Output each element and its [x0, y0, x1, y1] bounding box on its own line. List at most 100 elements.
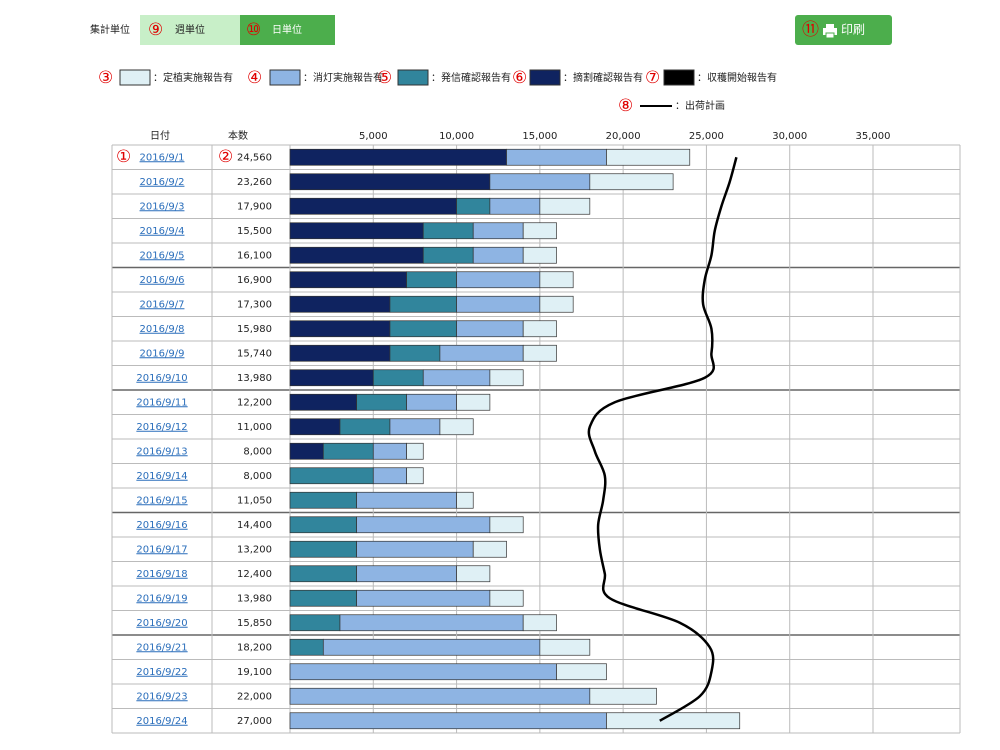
legend-label: ：収穫開始報告有 — [697, 71, 777, 84]
count: 22,000 — [237, 691, 272, 702]
date-link[interactable]: 2016/9/19 — [136, 593, 187, 604]
bar-segment — [456, 271, 541, 289]
count: 24,560 — [237, 152, 272, 163]
bar-segment — [322, 638, 541, 656]
bar-segment — [456, 491, 474, 509]
bar-segment — [422, 246, 474, 264]
date-link[interactable]: 2016/9/15 — [136, 495, 187, 506]
count: 23,260 — [237, 177, 272, 188]
bar-segment — [539, 271, 574, 289]
week-button-label[interactable]: 週単位 — [175, 23, 205, 36]
date-link[interactable]: 2016/9/22 — [136, 667, 187, 678]
count: 13,980 — [237, 593, 272, 604]
date-link[interactable]: 2016/9/9 — [140, 348, 185, 359]
bar-segment — [522, 320, 557, 338]
bar-segment — [472, 540, 507, 558]
bar-segment — [289, 148, 507, 166]
date-link[interactable]: 2016/9/13 — [136, 446, 187, 457]
legend-swatch — [269, 69, 301, 86]
count: 27,000 — [237, 716, 272, 727]
bar-segment — [439, 418, 474, 436]
date-link[interactable]: 2016/9/1 — [140, 152, 185, 163]
bar-segment — [472, 246, 524, 264]
count: 13,200 — [237, 544, 272, 555]
count: 13,980 — [237, 373, 272, 384]
date-link[interactable]: 2016/9/4 — [140, 226, 185, 237]
bar-segment — [289, 369, 374, 387]
date-link[interactable]: 2016/9/18 — [136, 569, 187, 580]
print-button[interactable] — [795, 15, 892, 45]
date-link[interactable]: 2016/9/17 — [136, 544, 187, 555]
bar-segment — [289, 614, 341, 632]
column-header: 日付 — [150, 129, 170, 142]
column-header: 本数 — [228, 129, 248, 142]
annotation: ③ — [98, 68, 113, 88]
bar-segment — [606, 712, 741, 730]
legend-label: ：発信確認報告有 — [431, 71, 511, 84]
count: 15,850 — [237, 618, 272, 629]
date-link[interactable]: 2016/9/7 — [140, 299, 185, 310]
bar-segment — [489, 369, 524, 387]
date-link[interactable]: 2016/9/16 — [136, 520, 187, 531]
bar-segment — [356, 491, 457, 509]
x-tick-label: 20,000 — [606, 131, 641, 142]
day-button[interactable] — [240, 15, 335, 45]
bar-segment — [372, 369, 424, 387]
date-link[interactable]: 2016/9/6 — [140, 275, 185, 286]
bar-segment — [489, 197, 541, 215]
legend-swatch — [529, 69, 561, 86]
day-button-label[interactable]: 日単位 — [272, 23, 302, 36]
date-link[interactable]: 2016/9/10 — [136, 373, 187, 384]
annotation: ① — [116, 147, 131, 167]
date-link[interactable]: 2016/9/20 — [136, 618, 187, 629]
annotation: ④ — [247, 68, 262, 88]
date-link[interactable]: 2016/9/14 — [136, 471, 187, 482]
count: 17,900 — [237, 201, 272, 212]
bar-segment — [372, 467, 407, 485]
bar-segment — [289, 467, 374, 485]
legend-label: ：定植実施報告有 — [153, 71, 233, 84]
bar-segment — [289, 712, 607, 730]
legend-label: ：摘割確認報告有 — [563, 71, 643, 84]
bar-segment — [289, 222, 424, 240]
bar-segment — [439, 344, 524, 362]
bar-segment — [456, 320, 524, 338]
annotation: ⑦ — [645, 68, 660, 88]
bar-segment — [289, 663, 557, 681]
bar-segment — [372, 442, 407, 460]
bar-segment — [389, 320, 457, 338]
legend-swatch — [663, 69, 695, 86]
bar-segment — [522, 614, 557, 632]
date-link[interactable]: 2016/9/12 — [136, 422, 187, 433]
bar-segment — [456, 295, 541, 313]
bar-segment — [289, 442, 324, 460]
date-link[interactable]: 2016/9/11 — [136, 397, 187, 408]
date-link[interactable]: 2016/9/21 — [136, 642, 187, 653]
date-link[interactable]: 2016/9/24 — [136, 716, 187, 727]
annotation: ⑤ — [377, 68, 392, 88]
print-button-label[interactable]: 印刷 — [841, 23, 865, 37]
date-link[interactable]: 2016/9/2 — [140, 177, 185, 188]
bar-segment — [456, 565, 491, 583]
count: 11,000 — [237, 422, 272, 433]
bar-segment — [289, 418, 341, 436]
bar-segment — [539, 638, 591, 656]
date-link[interactable]: 2016/9/23 — [136, 691, 187, 702]
week-button[interactable] — [140, 15, 240, 45]
bar-segment — [356, 516, 491, 534]
x-tick-label: 25,000 — [689, 131, 724, 142]
count: 17,300 — [237, 299, 272, 310]
count: 8,000 — [243, 471, 272, 482]
bar-segment — [456, 197, 491, 215]
bar-segment — [589, 687, 657, 705]
date-link[interactable]: 2016/9/3 — [140, 201, 185, 212]
bar-segment — [389, 418, 441, 436]
x-tick-label: 35,000 — [856, 131, 891, 142]
date-link[interactable]: 2016/9/5 — [140, 250, 185, 261]
date-link[interactable]: 2016/9/8 — [140, 324, 185, 335]
legend-label: ：消灯実施報告有 — [303, 71, 383, 84]
printer-icon — [823, 24, 837, 39]
bar-segment — [456, 393, 491, 411]
bar-segment — [556, 663, 607, 681]
bar-segment — [339, 418, 391, 436]
